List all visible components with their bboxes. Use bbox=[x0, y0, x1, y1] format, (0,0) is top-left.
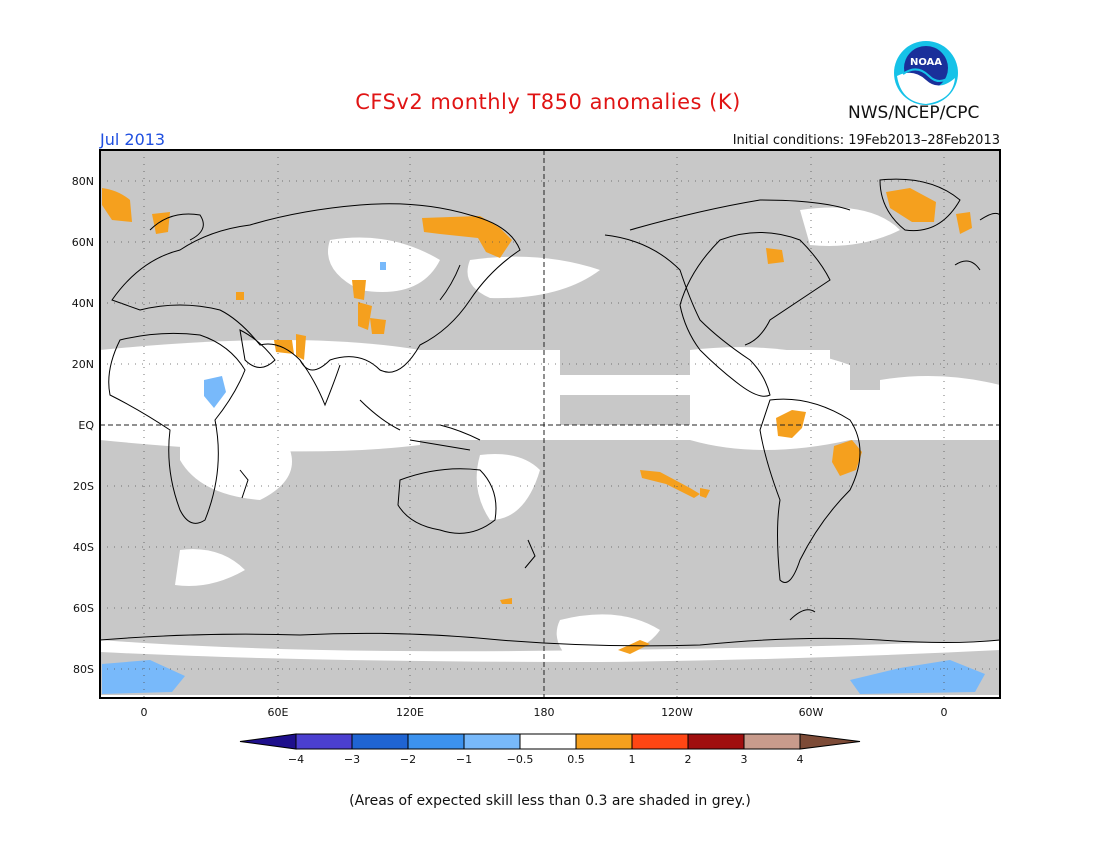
colorbar-swatch bbox=[351, 733, 409, 750]
footnote: (Areas of expected skill less than 0.3 a… bbox=[349, 793, 751, 809]
colorbar-swatch bbox=[687, 733, 745, 750]
lat-label: 60N bbox=[72, 236, 94, 249]
lon-axis: 0 60E 120E 180 120W 60W 0 bbox=[141, 706, 948, 719]
colorbar-label: −1 bbox=[456, 753, 472, 766]
lat-label: 60S bbox=[73, 602, 94, 615]
chart-title: CFSv2 monthly T850 anomalies (K) bbox=[355, 90, 741, 114]
lat-label: 80N bbox=[72, 175, 94, 188]
lat-label: 40N bbox=[72, 297, 94, 310]
agency-label: NWS/NCEP/CPC bbox=[848, 103, 980, 123]
lon-label: 0 bbox=[941, 706, 948, 719]
forecast-month: Jul 2013 bbox=[100, 130, 166, 149]
lon-label: 120E bbox=[396, 706, 424, 719]
coastlines bbox=[100, 178, 1000, 647]
initial-conditions: Initial conditions: 19Feb2013–28Feb2013 bbox=[732, 133, 1000, 148]
colorbar-label: −3 bbox=[344, 753, 360, 766]
svg-text:NOAA: NOAA bbox=[910, 57, 942, 68]
colorbar-swatch bbox=[519, 733, 577, 750]
colorbar-label: 2 bbox=[685, 753, 692, 766]
colorbar-label: 1 bbox=[629, 753, 636, 766]
negative-anomalies bbox=[102, 262, 985, 694]
skillful-areas bbox=[100, 207, 1000, 662]
colorbar-label: 4 bbox=[797, 753, 804, 766]
lon-label: 60E bbox=[268, 706, 289, 719]
lat-label: 20N bbox=[72, 358, 94, 371]
lon-label: 0 bbox=[141, 706, 148, 719]
lat-label: 40S bbox=[73, 541, 94, 554]
map-frame bbox=[99, 149, 1001, 699]
colorbar-arrow-low bbox=[239, 733, 297, 750]
colorbar-swatch bbox=[631, 733, 689, 750]
colorbar-arrow-high bbox=[799, 733, 861, 750]
lat-axis: 80N 60N 40N 20N EQ 20S 40S 60S 80S bbox=[72, 175, 95, 676]
lon-label: 60W bbox=[799, 706, 824, 719]
colorbar-label: −2 bbox=[400, 753, 416, 766]
graticule bbox=[100, 150, 1000, 698]
colorbar: −4 −3 −2 −1 −0.5 0.5 1 2 3 4 bbox=[239, 733, 861, 766]
lat-label: 20S bbox=[73, 480, 94, 493]
colorbar-swatch bbox=[295, 733, 353, 750]
equator-and-dateline bbox=[100, 150, 1000, 698]
colorbar-label: 0.5 bbox=[567, 753, 585, 766]
map-field bbox=[100, 150, 1000, 695]
lon-label: 180 bbox=[534, 706, 555, 719]
lon-label: 120W bbox=[661, 706, 693, 719]
positive-anomalies bbox=[102, 188, 972, 654]
lat-label: 80S bbox=[73, 663, 94, 676]
colorbar-label: 3 bbox=[741, 753, 748, 766]
noaa-logo-icon: NOAA bbox=[894, 41, 958, 105]
lat-label: EQ bbox=[78, 419, 94, 432]
colorbar-swatch bbox=[463, 733, 521, 750]
colorbar-label: −0.5 bbox=[507, 753, 534, 766]
colorbar-swatch bbox=[575, 733, 633, 750]
colorbar-swatch bbox=[407, 733, 465, 750]
colorbar-swatch bbox=[743, 733, 801, 750]
colorbar-label: −4 bbox=[288, 753, 304, 766]
